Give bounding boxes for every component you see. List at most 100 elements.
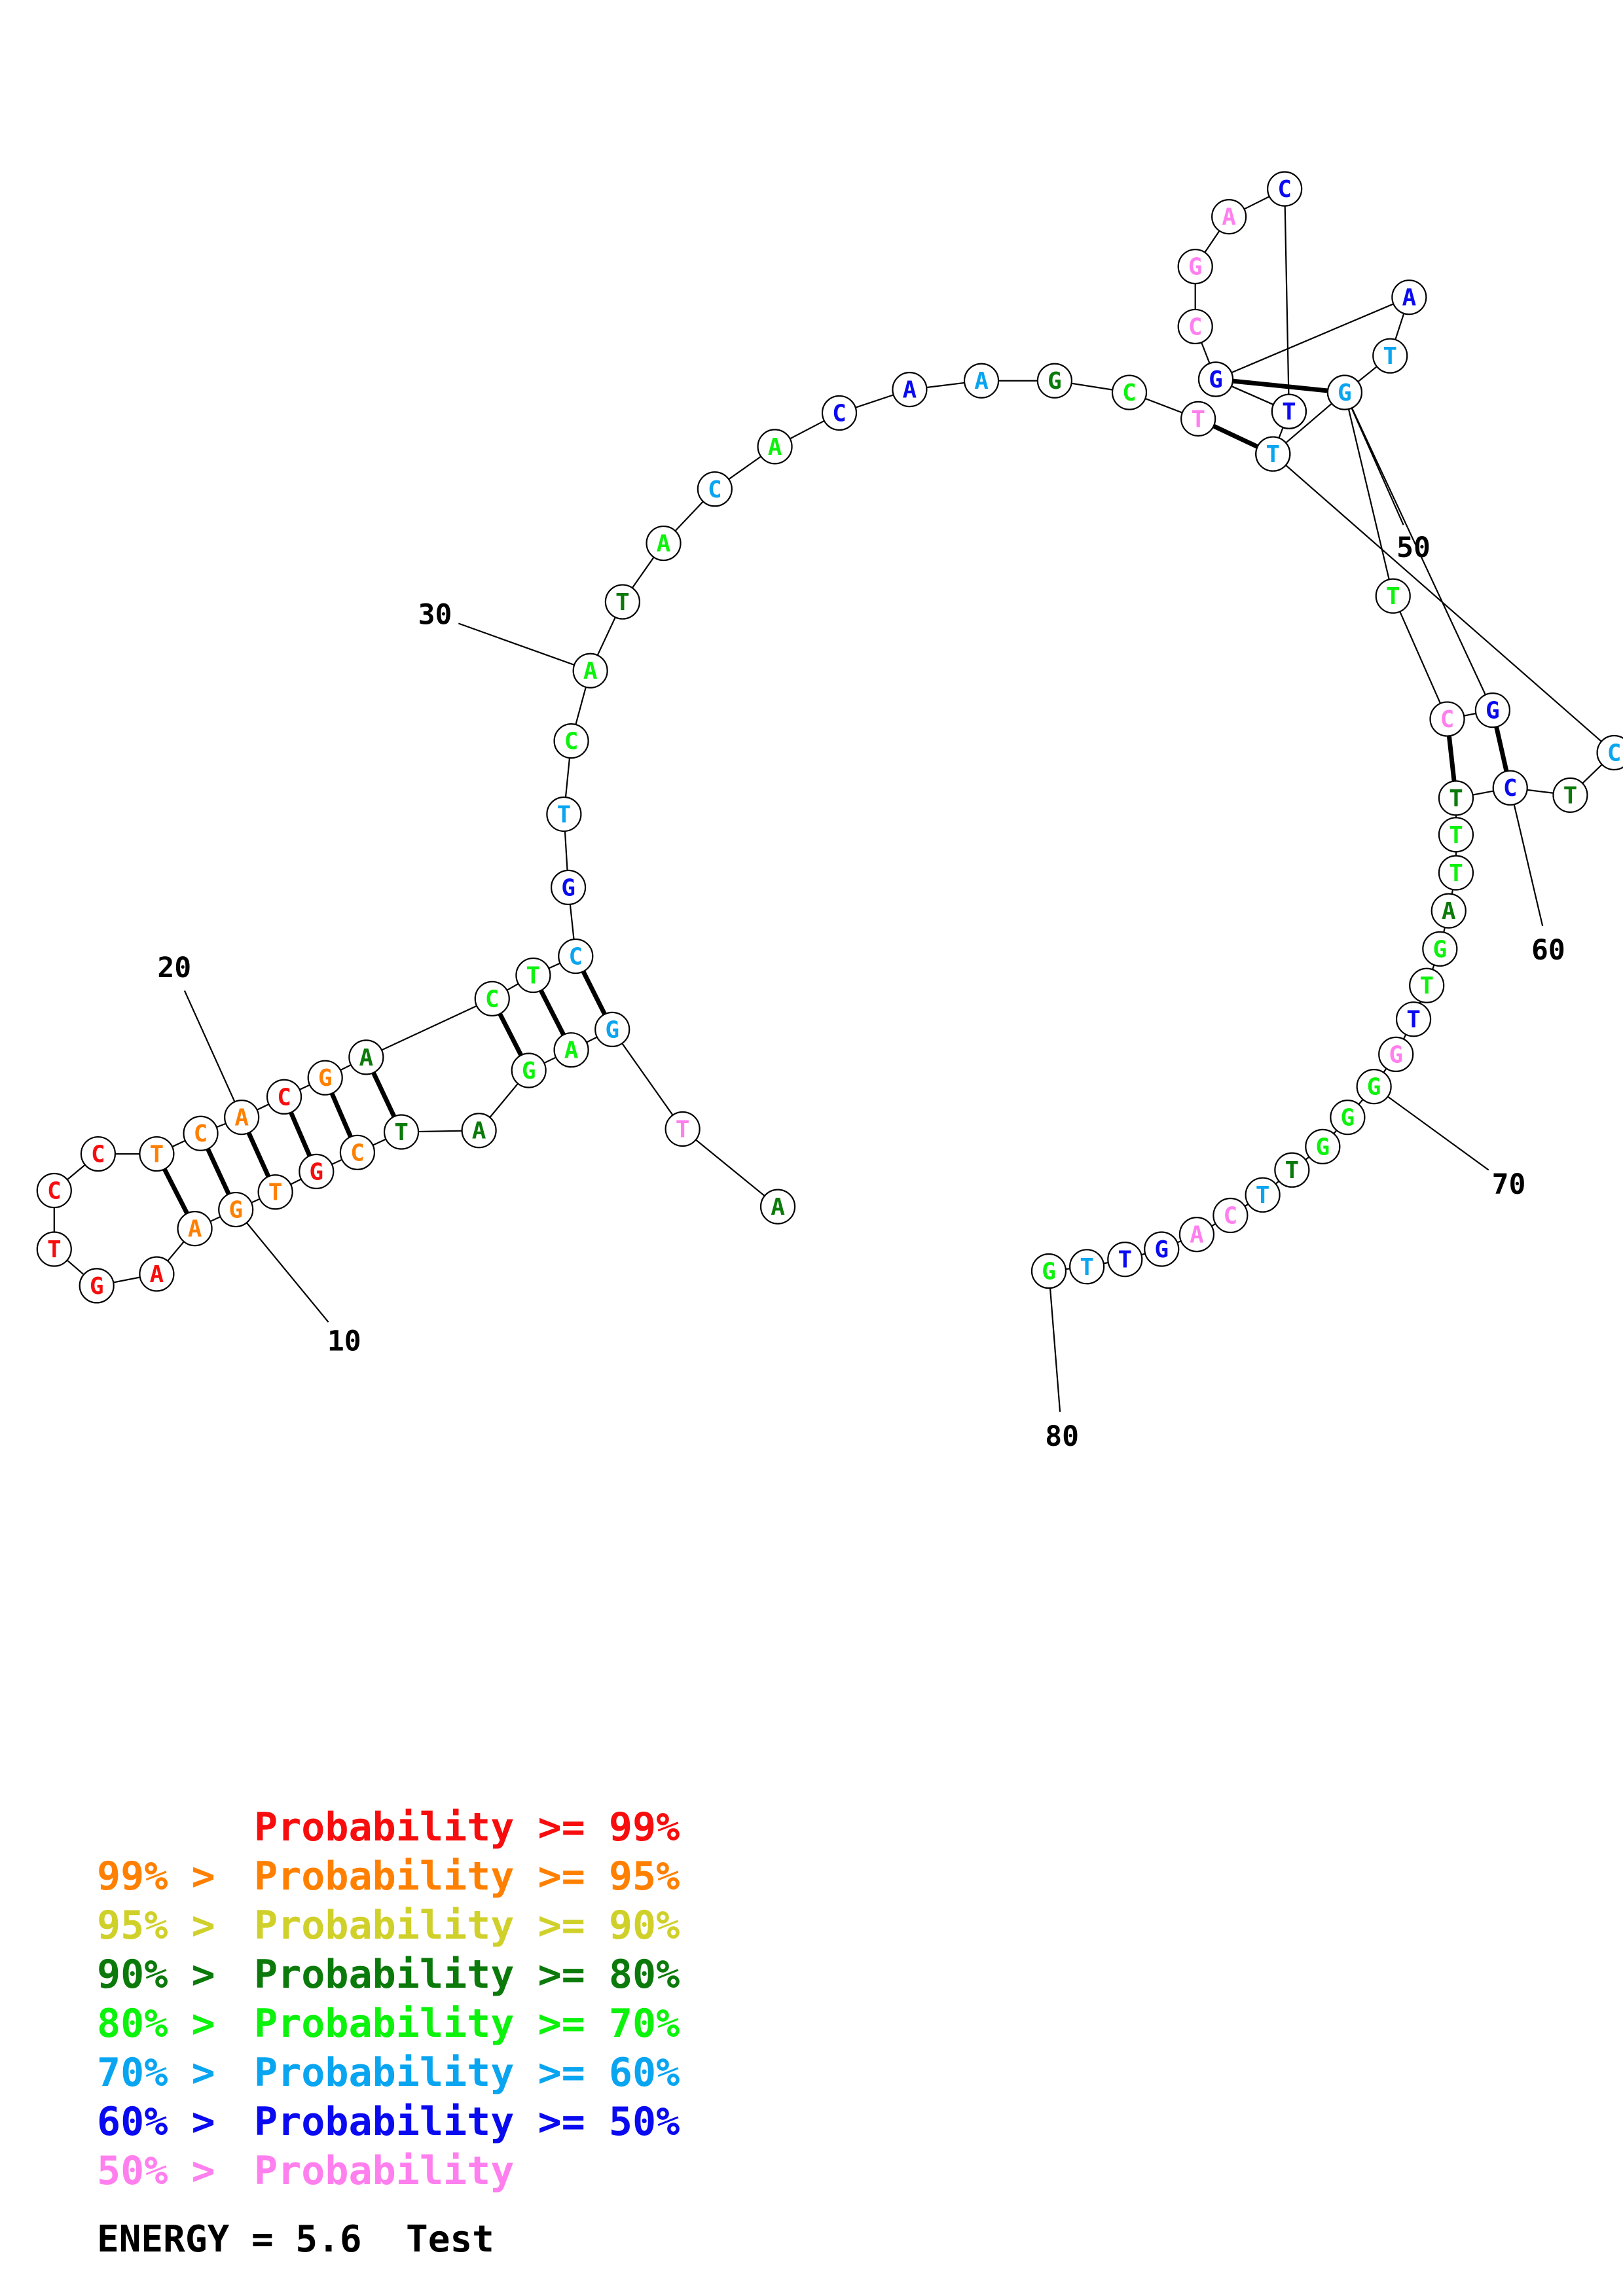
nucleotide-letter: C: [277, 1084, 291, 1111]
nucleotide-27: G: [550, 869, 587, 905]
nucleotide-circle: [1552, 777, 1588, 813]
nucleotide-letter: T: [1256, 1182, 1270, 1209]
nucleotide-circle: [1036, 363, 1073, 399]
nucleotide-letter: A: [771, 1194, 785, 1221]
nucleotide-circle: [461, 1113, 497, 1149]
nucleotide-circle: [1474, 692, 1510, 728]
nucleotide-3: G: [594, 1011, 630, 1047]
nucleotide-circle: [1429, 701, 1465, 737]
nucleotide-circle: [1107, 1242, 1143, 1278]
nucleotide-circle: [553, 1032, 589, 1068]
number-ticks: [183, 392, 1544, 1412]
nucleotide-circle: [299, 1153, 335, 1189]
legend-prefix-p70: 80% >: [97, 2001, 239, 2047]
nucleotide-letter: T: [1419, 973, 1434, 999]
nucleotide-letter: A: [974, 368, 989, 395]
nucleotide-letter: C: [708, 476, 722, 503]
nucleotide-letter: T: [1080, 1254, 1094, 1281]
nucleotide-circle: [1409, 967, 1445, 1003]
nucleotide-letter: T: [676, 1117, 690, 1143]
nucleotide-letter: G: [1315, 1134, 1330, 1160]
nucleotide-letter: T: [1563, 782, 1578, 809]
nucleotide-letter: C: [47, 1177, 62, 1204]
probability-legend: Probability >= 99% 99% > Probability >= 9…: [97, 1804, 680, 2194]
nucleotide-circle: [307, 1060, 343, 1096]
nucleotide-31: T: [604, 584, 640, 620]
nucleotide-circle: [218, 1191, 254, 1228]
backbone-segment: [1284, 188, 1290, 412]
nucleotide-9: G: [299, 1153, 335, 1189]
nucleotide-35: C: [821, 395, 858, 431]
nucleotide-letter: T: [1191, 406, 1205, 433]
nucleotide-51: T: [1372, 338, 1408, 374]
nucleotide-64: A: [1431, 893, 1467, 929]
nucleotide-18: T: [139, 1136, 175, 1172]
nucleotide-16: C: [36, 1172, 72, 1209]
position-number-30: 30: [418, 599, 452, 632]
nucleotide-letter: A: [472, 1118, 486, 1145]
nucleotide-59: T: [1552, 777, 1588, 813]
nucleotide-66: T: [1409, 967, 1445, 1003]
nucleotide-73: T: [1245, 1177, 1281, 1213]
nucleotide-letter: C: [350, 1139, 365, 1166]
nucleotide-letter: A: [564, 1037, 579, 1064]
nucleotide-letter: C: [564, 728, 579, 755]
nucleotide-circle: [80, 1136, 117, 1172]
nucleotide-circle: [257, 1174, 293, 1210]
legend-prefix-plow: 50% >: [97, 2148, 239, 2194]
nucleotide-76: G: [1144, 1231, 1180, 1267]
nucleotide-letter: T: [47, 1236, 62, 1263]
nucleotide-30: A: [572, 653, 608, 689]
legend-prefix-p95: 99% >: [97, 1854, 239, 1899]
nucleotide-circle: [1372, 338, 1408, 374]
nucleotide-circle: [572, 653, 608, 689]
nucleotide-letter: T: [557, 801, 572, 828]
nucleotide-letter: G: [1432, 936, 1447, 963]
nucleotide-letter: A: [150, 1261, 164, 1288]
nucleotide-letter: T: [150, 1141, 164, 1168]
nucleotide-letter: A: [234, 1105, 249, 1132]
nucleotide-letter: G: [90, 1273, 104, 1300]
nucleotide-50: A: [1391, 279, 1427, 315]
nucleotide-letter: T: [1386, 583, 1400, 610]
nucleotide-10: T: [257, 1174, 293, 1210]
nucleotide-circle: [1197, 361, 1234, 397]
nucleotide-letter: T: [1449, 822, 1463, 849]
nucleotide-circle: [1211, 199, 1247, 235]
nucleotide-circle: [1305, 1128, 1341, 1164]
legend-label-p60: Probability >= 60%: [254, 2050, 680, 2096]
nucleotide-letter: T: [1118, 1247, 1132, 1274]
nucleotide-letter: T: [1449, 860, 1463, 887]
nucleotide-13: A: [139, 1256, 175, 1292]
nucleotide-33: C: [697, 471, 733, 507]
nucleotide-circle: [1245, 1177, 1281, 1213]
nucleotide-letter: G: [1048, 368, 1062, 395]
position-number-80: 80: [1045, 1420, 1079, 1453]
nucleotide-letter: A: [188, 1216, 202, 1243]
number-tick: [183, 990, 243, 1118]
nucleotide-79: G: [1030, 1253, 1067, 1289]
nucleotide-circle: [139, 1256, 175, 1292]
nucleotide-circle: [1492, 770, 1528, 806]
nucleotide-circle: [266, 1079, 302, 1115]
nucleotide-69: G: [1356, 1069, 1392, 1105]
legend-label-p99: Probability >= 99%: [254, 1804, 680, 1850]
nucleotide-17: C: [80, 1136, 117, 1172]
nucleotide-circle: [546, 796, 582, 833]
nucleotide-circle: [36, 1231, 72, 1267]
backbone-segment: [682, 1128, 778, 1208]
nucleotide-circle: [1274, 1152, 1310, 1188]
nucleotide-circle: [1438, 780, 1474, 816]
nucleotide-circle: [697, 471, 733, 507]
number-tick: [1343, 392, 1404, 526]
backbone-segment: [611, 1029, 684, 1130]
nucleotide-68: G: [1378, 1036, 1414, 1073]
nucleotide-1: A: [759, 1189, 796, 1225]
number-tick: [458, 622, 591, 672]
nucleotide-39: C: [1111, 374, 1148, 410]
nucleotide-circle: [1422, 931, 1458, 967]
nucleotide-62: T: [1438, 817, 1474, 853]
nucleotide-21: C: [266, 1079, 302, 1115]
nucleotide-72: T: [1274, 1152, 1310, 1188]
nucleotide-letter: C: [485, 986, 500, 1013]
